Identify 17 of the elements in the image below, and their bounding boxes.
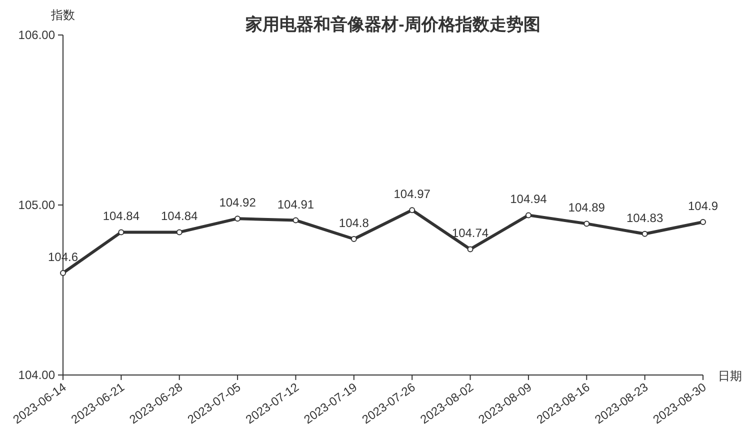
data-label: 104.84 [161, 209, 198, 224]
data-label: 104.83 [626, 210, 664, 225]
ytick: 106.00 [18, 28, 55, 42]
xlabel: 日期 [718, 369, 742, 383]
data-label: 104.84 [102, 209, 140, 224]
ytick: 105.00 [18, 198, 55, 212]
data-label: 104.92 [219, 196, 256, 210]
data-label: 104.89 [568, 200, 605, 215]
data-label: 104.8 [338, 216, 369, 230]
data-label: 104.9 [688, 199, 718, 213]
data-label: 104.91 [277, 197, 314, 212]
title: 家用电器和音像器材-周价格指数走势图 [246, 15, 540, 34]
data-label: 104.97 [394, 187, 430, 202]
data-label: 104.94 [510, 192, 547, 206]
ylabel: 指数 [51, 8, 75, 22]
data-label: 104.74 [452, 226, 489, 240]
ytick: 104.00 [18, 368, 55, 382]
